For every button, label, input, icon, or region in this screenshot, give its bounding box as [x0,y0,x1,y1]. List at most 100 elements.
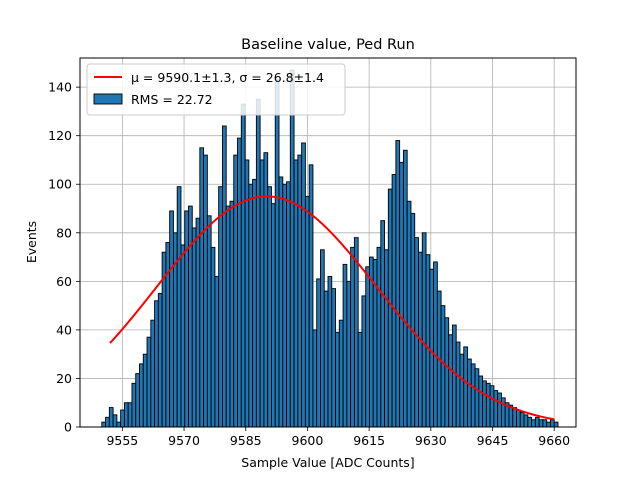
histogram-bar [142,353,148,428]
histogram-bar [425,254,431,428]
histogram-bar [271,203,276,428]
histogram-bar [395,140,401,428]
histogram-bar [188,205,193,428]
histogram-bar [263,152,269,428]
histogram-bar [252,178,257,428]
histogram-bar [387,188,393,428]
histogram-bar [391,174,397,428]
histogram-bar [512,407,517,428]
histogram-bar [474,368,480,428]
histogram-bar [489,385,495,428]
histogram-bar [531,419,536,428]
histogram-bar [203,154,208,428]
histogram-bar [380,220,386,428]
y-tick-label: 120 [48,128,72,143]
histogram-bar [470,363,476,428]
y-axis-ticks: 0 20 40 60 80 100 120 140 [48,80,80,435]
histogram-bar [248,183,254,428]
legend: μ = 9590.1±1.3, σ = 26.8±1.4 RMS = 22.72 [86,63,346,116]
histogram-bar [542,419,548,428]
histogram-bar [459,353,465,428]
histogram-bar [229,200,235,428]
histogram-bar [553,421,559,428]
histogram-bar [440,305,446,428]
histogram-bar [414,237,419,428]
histogram-bar [105,416,110,428]
histogram-bar [365,266,370,428]
histogram-bar [101,421,107,428]
histogram-bar [478,375,484,428]
x-axis-ticks: 9555 9570 9585 9600 9615 9630 9645 9660 [106,427,570,448]
x-tick-label: 9615 [353,433,385,448]
histogram-bar [455,341,461,428]
histogram-bar [357,331,363,428]
plot-frame [79,57,577,428]
histogram-bar [255,98,261,428]
histogram-bar [376,246,382,428]
histogram-bar [316,278,321,428]
histogram-bar [123,402,129,428]
y-tick-label: 140 [48,80,72,95]
histogram-bar [308,164,314,428]
histogram-bar [218,186,223,428]
histogram-bar [135,373,140,428]
histogram-bar [210,246,216,428]
histogram-bar [240,103,246,428]
legend-hist-swatch [93,93,123,105]
histogram-bar [444,317,450,428]
histogram-bar [406,200,412,428]
histogram-bar [127,402,133,428]
x-axis-label: Sample Value [ADC Counts] [241,455,414,470]
x-tick-label: 9555 [106,433,138,448]
histogram-bar [108,407,114,428]
histogram-bar [282,183,287,428]
histogram-bar [500,397,506,428]
histogram-bar [451,324,457,428]
histogram-bars [101,69,559,428]
histogram-bar [523,414,529,428]
histogram-bar [120,409,125,428]
histogram-bar [323,290,329,428]
histogram-bar [410,212,416,428]
histogram-bar [516,409,521,428]
histogram-bar [157,293,163,428]
histogram-bar [237,137,242,428]
histogram-bar [233,154,238,428]
histogram-bar [195,217,201,428]
y-tick-label: 80 [56,225,72,240]
histogram-bar [146,336,152,428]
histogram-bar [429,268,435,428]
histogram-bar [485,382,491,428]
x-tick-label: 9600 [292,433,324,448]
y-tick-label: 20 [56,371,72,386]
histogram-bar [538,419,544,428]
histogram-bar [214,276,220,428]
histogram-bar [482,380,487,428]
histogram-bar [184,210,189,428]
histogram-bar [304,195,310,428]
histogram-bar [169,210,174,428]
histogram-bar [293,159,299,428]
histogram-bar [289,69,295,428]
histogram-bar [421,232,427,428]
histogram-bar [267,186,272,428]
x-tick-label: 9645 [477,433,509,448]
histogram-bar [286,181,291,428]
histogram-bar [274,79,280,428]
histogram-bar [399,161,404,428]
x-tick-label: 9585 [230,433,262,448]
histogram-bar [191,227,197,428]
histogram-bar [433,261,438,428]
histogram-bar [312,329,318,428]
histogram-bar [301,142,306,428]
histogram-bar [297,154,303,428]
chart-title: Baseline value, Ped Run [241,37,415,53]
histogram-bar [527,416,533,428]
y-tick-label: 60 [56,274,72,289]
histogram-bar [112,414,118,428]
histogram-bar [350,246,355,428]
x-tick-label: 9630 [415,433,447,448]
histogram-bar [154,300,159,428]
histogram-bar [342,263,348,428]
